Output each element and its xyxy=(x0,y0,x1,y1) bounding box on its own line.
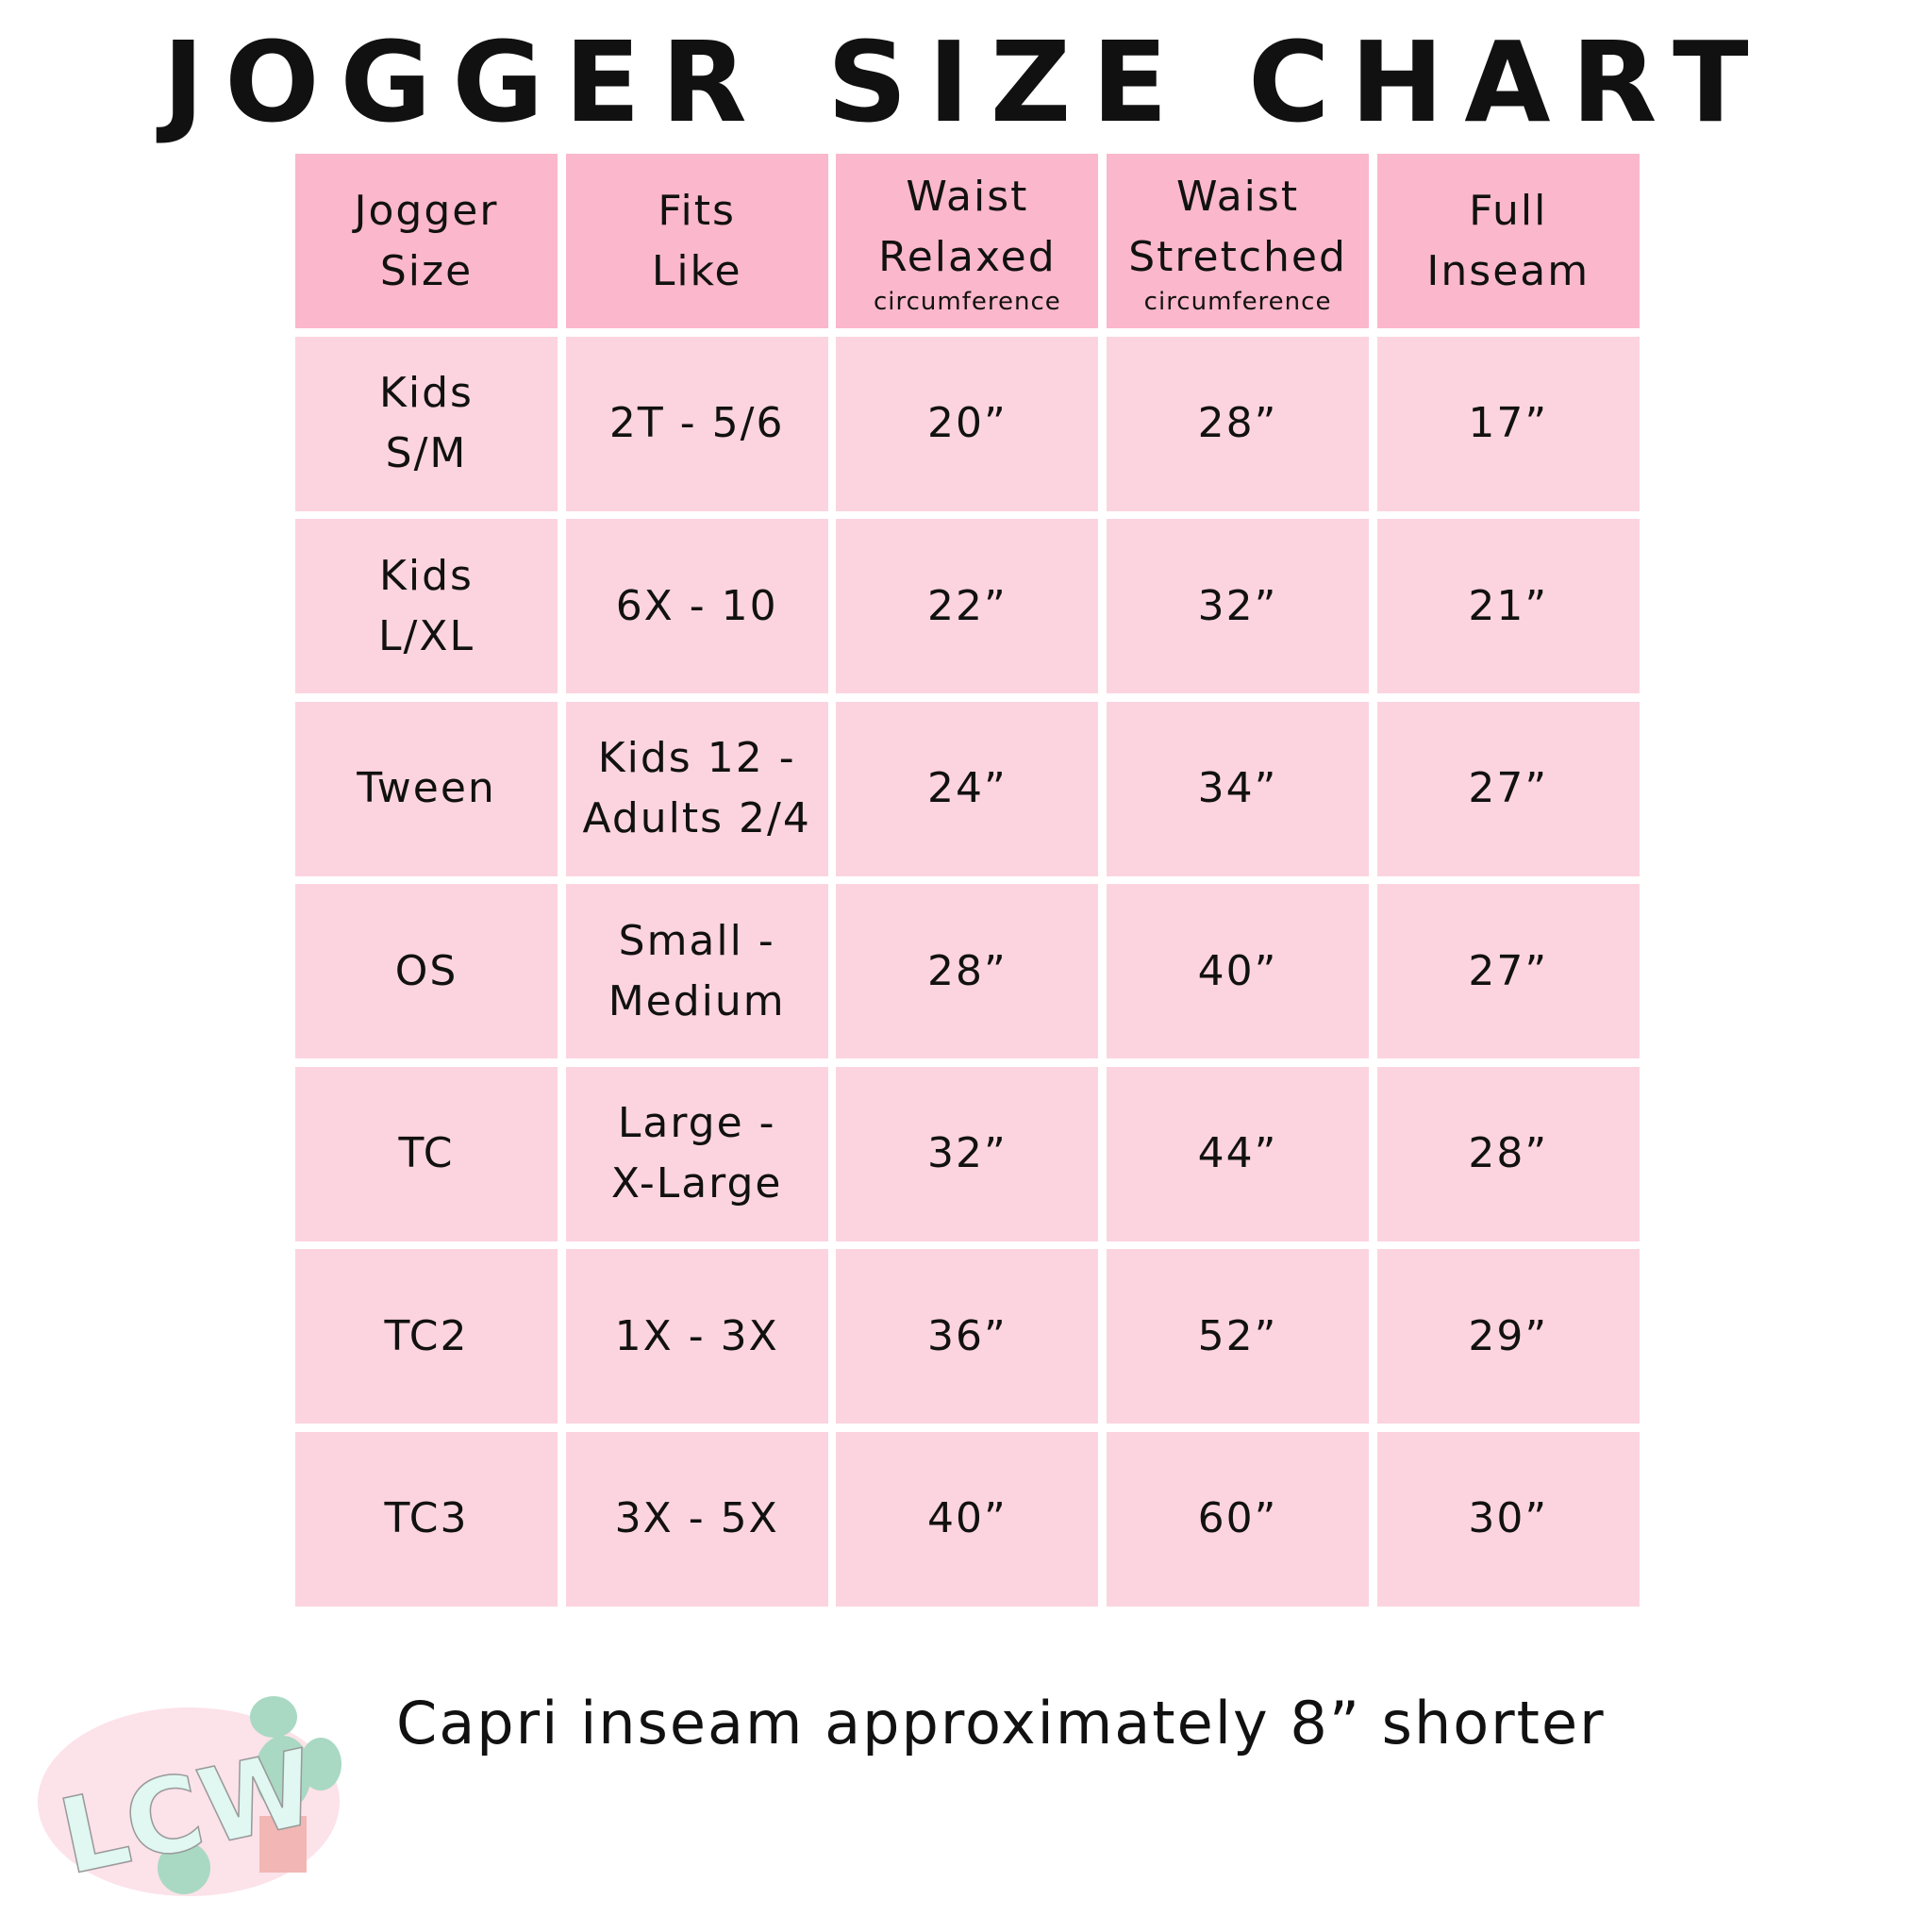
cell-line: 27” xyxy=(1468,764,1549,812)
cell-line: 40” xyxy=(1197,946,1278,995)
header-cell: Full Inseam xyxy=(1376,154,1640,328)
table-cell: 40” xyxy=(836,1431,1099,1607)
page-title: JOGGER SIZE CHART xyxy=(162,17,1770,147)
cell-line: 22” xyxy=(926,581,1008,630)
header-line: Like xyxy=(651,246,742,295)
cell-line: Tween xyxy=(357,764,496,812)
table-cell: 28” xyxy=(836,884,1099,1058)
cell-line: 20” xyxy=(926,399,1008,447)
cell-line: 28” xyxy=(1468,1129,1549,1177)
header-line: Fits xyxy=(658,186,736,235)
header-line: Waist xyxy=(906,172,1029,221)
header-line: Relaxed xyxy=(878,232,1057,281)
cell-line: Kids xyxy=(379,369,474,417)
table-cell: 20” xyxy=(836,336,1099,511)
cell-line: TC3 xyxy=(384,1494,469,1542)
cell-line: 1X - 3X xyxy=(614,1311,779,1360)
cell-line: Adults 2/4 xyxy=(582,794,811,842)
cell-line: 2T - 5/6 xyxy=(608,399,785,447)
header-cell: Waist Relaxed circumference xyxy=(836,154,1099,328)
table-cell: Large - X-Large xyxy=(565,1066,828,1241)
cell-line: 28” xyxy=(926,946,1008,995)
table-cell: TC3 xyxy=(295,1431,558,1607)
table-cell: 30” xyxy=(1376,1431,1640,1607)
cell-line: 60” xyxy=(1197,1494,1278,1542)
cell-line: S/M xyxy=(385,429,468,477)
cell-line: Small - xyxy=(618,916,775,965)
table-cell: 29” xyxy=(1376,1249,1640,1424)
cell-line: 29” xyxy=(1468,1311,1549,1360)
table-cell: 2T - 5/6 xyxy=(565,336,828,511)
table-cell: Small - Medium xyxy=(565,884,828,1058)
table-cell: 34” xyxy=(1107,701,1370,876)
header-line: Inseam xyxy=(1426,246,1591,295)
table-cell: 21” xyxy=(1376,519,1640,693)
header-line: Waist xyxy=(1176,172,1300,221)
table-cell: TC2 xyxy=(295,1249,558,1424)
cell-line: Kids 12 - xyxy=(597,734,796,782)
table-cell: 27” xyxy=(1376,701,1640,876)
cell-line: 17” xyxy=(1468,399,1549,447)
header-subtitle: circumference xyxy=(873,287,1061,316)
header-subtitle: circumference xyxy=(1143,287,1332,316)
table-cell: 28” xyxy=(1107,336,1370,511)
table-cell: 36” xyxy=(836,1249,1099,1424)
table-cell: 60” xyxy=(1107,1431,1370,1607)
cell-line: TC2 xyxy=(384,1311,469,1360)
cell-line: X-Large xyxy=(610,1159,783,1208)
cell-line: 6X - 10 xyxy=(615,581,778,630)
table-cell: 32” xyxy=(1107,519,1370,693)
cell-line: Large - xyxy=(617,1099,776,1147)
table-cell: 22” xyxy=(836,519,1099,693)
table-cell: 6X - 10 xyxy=(565,519,828,693)
cell-line: 52” xyxy=(1197,1311,1278,1360)
cell-line: 36” xyxy=(926,1311,1008,1360)
table-cell: 24” xyxy=(836,701,1099,876)
lcw-logo: LCW xyxy=(38,1696,341,1899)
table-cell: 28” xyxy=(1376,1066,1640,1241)
header-line: Jogger xyxy=(354,186,499,235)
table-cell: Kids L/XL xyxy=(295,519,558,693)
capri-note: Capri inseam approximately 8” shorter xyxy=(396,1689,1606,1757)
cell-line: 34” xyxy=(1197,764,1278,812)
cell-line: L/XL xyxy=(378,611,475,660)
cell-line: 21” xyxy=(1468,581,1549,630)
cell-line: 44” xyxy=(1197,1129,1278,1177)
header-cell: Jogger Size xyxy=(295,154,558,328)
cell-line: 30” xyxy=(1468,1494,1549,1542)
cell-line: OS xyxy=(394,946,458,995)
table-cell: 32” xyxy=(836,1066,1099,1241)
header-cell: Waist Stretched circumference xyxy=(1107,154,1370,328)
cell-line: 3X - 5X xyxy=(614,1494,779,1542)
table-cell: OS xyxy=(295,884,558,1058)
cell-line: 32” xyxy=(1197,581,1278,630)
header-line: Full xyxy=(1469,186,1548,235)
table-cell: Tween xyxy=(295,701,558,876)
table-cell: 44” xyxy=(1107,1066,1370,1241)
cell-line: Medium xyxy=(608,976,786,1025)
table-cell: TC xyxy=(295,1066,558,1241)
header-cell: Fits Like xyxy=(565,154,828,328)
table-cell: Kids 12 - Adults 2/4 xyxy=(565,701,828,876)
table-cell: 27” xyxy=(1376,884,1640,1058)
cell-line: 27” xyxy=(1468,946,1549,995)
table-cell: 52” xyxy=(1107,1249,1370,1424)
table-cell: 1X - 3X xyxy=(565,1249,828,1424)
header-line: Size xyxy=(379,246,474,295)
cell-line: 24” xyxy=(926,764,1008,812)
cell-line: Kids xyxy=(379,551,474,600)
table-cell: 40” xyxy=(1107,884,1370,1058)
svg-text:LCW: LCW xyxy=(50,1726,326,1898)
table-cell: 17” xyxy=(1376,336,1640,511)
table-cell: Kids S/M xyxy=(295,336,558,511)
table-cell: 3X - 5X xyxy=(565,1431,828,1607)
cell-line: 32” xyxy=(926,1129,1008,1177)
cell-line: 40” xyxy=(926,1494,1008,1542)
header-line: Stretched xyxy=(1128,232,1347,281)
cell-line: TC xyxy=(398,1129,455,1177)
cell-line: 28” xyxy=(1197,399,1278,447)
size-chart-table: Jogger Size Fits Like Waist Relaxed circumfere… xyxy=(295,154,1640,1607)
